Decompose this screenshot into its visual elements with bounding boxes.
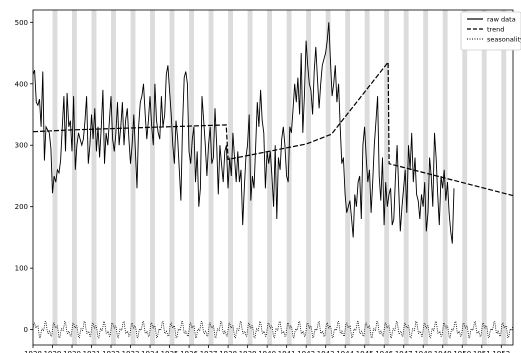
x-tick-label-1928: 1928 xyxy=(24,350,42,353)
shaded-band-1937 xyxy=(208,10,214,345)
shaded-band-1932 xyxy=(111,10,116,345)
x-tick-label-1939: 1939 xyxy=(239,350,257,353)
x-tick-label-1944: 1944 xyxy=(336,350,354,353)
raw-data-series xyxy=(32,22,455,244)
shaded-band-1947 xyxy=(403,10,409,345)
shaded-band-1948 xyxy=(423,10,429,345)
x-tick-label-1947: 1947 xyxy=(395,350,413,353)
x-tick-label-1946: 1946 xyxy=(375,350,393,353)
x-tick-label-1938: 1938 xyxy=(219,350,237,353)
shaded-band-1941 xyxy=(286,10,292,345)
x-tick-label-1945: 1945 xyxy=(356,350,374,353)
x-axis-ticks: 1928192919301931193219331934193519361937… xyxy=(24,345,510,353)
plot-frame xyxy=(32,9,514,346)
x-tick-label-1935: 1935 xyxy=(161,350,179,353)
shaded-band-1946 xyxy=(384,10,390,345)
x-tick-label-1952: 1952 xyxy=(492,350,510,353)
x-tick-label-1934: 1934 xyxy=(141,350,159,353)
axes xyxy=(32,9,514,346)
x-tick-label-1936: 1936 xyxy=(180,350,198,353)
legend-box xyxy=(460,11,521,51)
x-tick-label-1930: 1930 xyxy=(63,350,81,353)
shaded-band-1940 xyxy=(267,10,273,345)
x-tick-label-1940: 1940 xyxy=(258,350,276,353)
y-tick-label-100: 100 xyxy=(15,265,28,273)
shaded-band-1952 xyxy=(501,10,507,345)
raw-data-line xyxy=(32,22,455,244)
x-tick-label-1949: 1949 xyxy=(434,350,452,353)
y-tick-label-0: 0 xyxy=(24,326,28,334)
x-tick-label-1932: 1932 xyxy=(102,350,120,353)
x-tick-label-1951: 1951 xyxy=(473,350,491,353)
shaded-band-1942 xyxy=(306,10,312,345)
x-tick-label-1931: 1931 xyxy=(83,350,101,353)
y-tick-label-500: 500 xyxy=(15,19,28,27)
y-tick-label-300: 300 xyxy=(15,142,28,150)
x-tick-label-1950: 1950 xyxy=(453,350,471,353)
y-axis-ticks: 0 100 200 300 400 500 xyxy=(15,19,33,334)
legend-raw-label: raw data xyxy=(487,16,516,24)
trend-line xyxy=(32,60,514,197)
shaded-band-1935 xyxy=(169,10,175,345)
shaded-band-1931 xyxy=(91,10,97,345)
seasonality-line xyxy=(32,321,514,339)
shaded-band-1943 xyxy=(325,10,331,345)
legend-trend-label: trend xyxy=(487,26,504,34)
shaded-band-1934 xyxy=(150,10,155,345)
x-tick-label-1941: 1941 xyxy=(278,350,296,353)
x-tick-label-1943: 1943 xyxy=(317,350,335,353)
y-tick-label-400: 400 xyxy=(15,80,28,88)
legend: raw data trend seasonality xyxy=(460,11,521,51)
shaded-band-1944 xyxy=(345,10,351,345)
y-tick-label-200: 200 xyxy=(15,203,28,211)
x-tick-label-1942: 1942 xyxy=(297,350,315,353)
shaded-band-1930 xyxy=(72,10,77,345)
x-tick-label-1937: 1937 xyxy=(200,350,218,353)
seasonality-series xyxy=(32,321,514,339)
shaded-band-1938 xyxy=(228,10,233,345)
trend-series xyxy=(32,60,514,197)
shaded-band-1933 xyxy=(130,10,136,345)
x-tick-label-1933: 1933 xyxy=(122,350,140,353)
x-tick-label-1929: 1929 xyxy=(44,350,62,353)
shaded-band-1951 xyxy=(481,10,487,345)
x-tick-label-1948: 1948 xyxy=(414,350,432,353)
shaded-band-1950 xyxy=(462,10,468,345)
shaded-band-1936 xyxy=(189,10,194,345)
shaded-band-1949 xyxy=(442,10,448,345)
legend-seasonality-label: seasonality xyxy=(487,36,521,44)
